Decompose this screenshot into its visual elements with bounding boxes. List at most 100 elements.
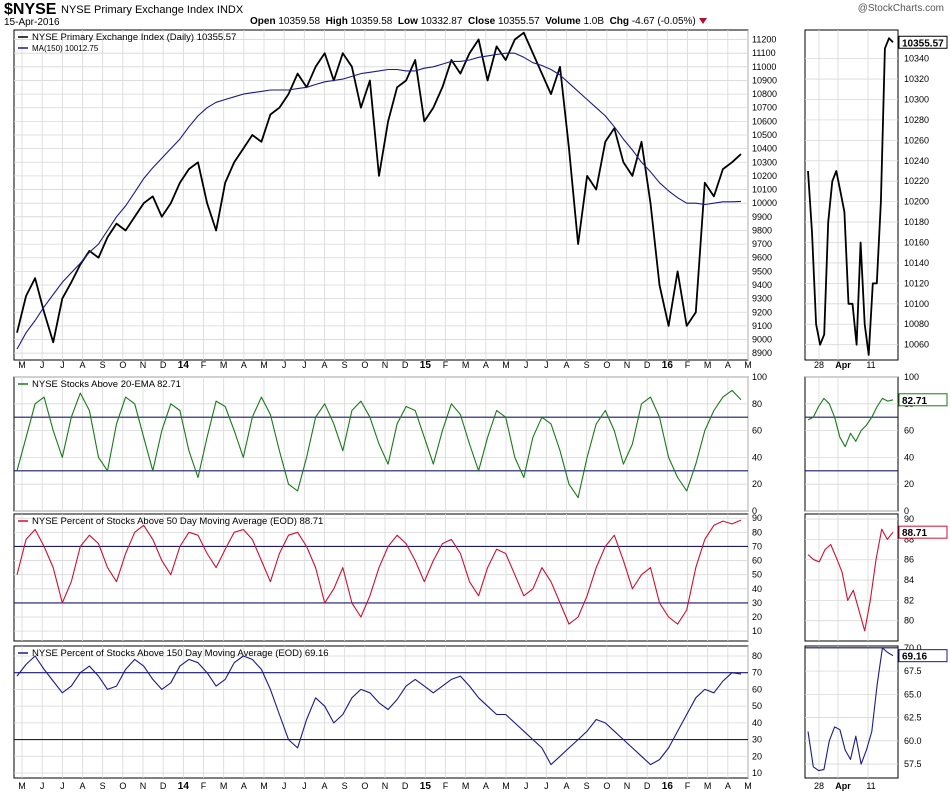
x-month-label: J [282,781,287,791]
x-month-label: M [462,781,470,791]
y-tick-label: 80 [752,527,762,537]
last-value-badge [898,35,948,49]
y-tick-label: 11000 [752,62,776,72]
x-month-label: M [18,360,26,370]
zoom-frame [804,513,899,642]
y-tick-label: 10100 [752,185,777,195]
x-month-label: N [140,781,147,791]
series-line-price-panel [16,31,742,344]
y-tick-label: 10500 [752,130,777,140]
zoom-y-tick-label: 10120 [904,278,929,288]
x-year-label: 15 [420,360,432,371]
x-month-label: D [160,781,167,791]
last-value-badge [898,525,948,539]
x-month-label: F [443,781,449,791]
y-tick-label: 80 [752,399,762,409]
x-month-label: A [241,360,247,370]
y-tick-label: 10400 [752,144,777,154]
x-month-label: M [744,360,752,370]
zoom-y-tick-label: 82 [904,595,914,605]
x-month-label: S [342,781,348,791]
x-month-label: M [744,781,752,791]
legend-entry: NYSE Stocks Above 20-EMA 82.71 [32,379,181,390]
y-tick-label: 9200 [752,307,772,317]
zoom-y-tick-label: 10060 [904,340,929,350]
x-month-label: O [361,781,368,791]
exchange-label: INDX [216,4,244,16]
x-month-label: M [260,360,268,370]
x-month-label: J [40,360,45,370]
y-tick-label: 40 [752,584,762,594]
x-month-label: N [624,360,631,370]
symbol-name: NYSE Primary Exchange Index INDX [61,4,244,16]
zoom-frame [804,29,899,361]
volume-value: 1.0B [583,16,605,27]
y-tick-label: 30 [752,598,762,608]
y-tick-label: 20 [752,751,762,761]
zoom-y-tick-label: 100 [904,372,919,382]
x-month-label: J [524,781,529,791]
x-month-label: A [563,781,569,791]
legend-entry: MA(150) 10012.75 [32,44,99,53]
x-month-label: D [402,360,409,370]
zoom-frame [804,645,899,779]
y-tick-label: 10300 [752,157,777,167]
panel-frame [13,376,749,512]
x-month-label: J [524,360,529,370]
x-month-label: F [443,360,449,370]
x-month-label: A [483,360,489,370]
zoom-series-line [807,528,894,632]
x-month-label: A [483,781,489,791]
low-value: 10332.87 [420,16,463,27]
x-month-label: A [321,781,327,791]
zoom-y-tick-label: 86 [904,555,914,565]
zoom-series-line [807,397,894,448]
quote-line: Open 10359.58 High 10359.58 Low 10332.87… [250,16,707,27]
y-tick-label: 9800 [752,225,772,235]
x-month-label: N [140,360,147,370]
zoom-series-line [807,647,894,772]
x-month-label: S [342,360,348,370]
y-tick-label: 50 [752,570,762,580]
zoom-y-tick-label: 67.5 [904,666,922,676]
x-month-label: M [704,781,712,791]
zoom-x-label: 11 [866,781,875,791]
zoom-y-tick-label: 10200 [904,197,929,207]
legend-entry: NYSE Percent of Stocks Above 50 Day Movi… [32,516,323,527]
open-value: 10359.58 [278,16,321,27]
series-line-pct50-panel [16,519,742,625]
y-tick-label: 9400 [752,280,772,290]
zoom-y-tick-label: 10140 [904,258,929,268]
zoom-y-tick-label: 65.0 [904,689,922,699]
legend-entry: NYSE Percent of Stocks Above 150 Day Mov… [32,648,329,659]
zoom-series-line [807,37,894,356]
x-month-label: M [220,360,228,370]
y-tick-label: 0 [752,506,757,516]
x-month-label: J [40,781,45,791]
y-tick-label: 60 [752,426,762,436]
y-tick-label: 90 [752,513,762,523]
series-line-ema20-panel [16,389,742,499]
zoom-y-tick-label: 10100 [904,299,929,309]
zoom-y-tick-label: 84 [904,575,914,585]
last-value-label: 88.71 [902,528,927,539]
x-month-label: D [160,360,167,370]
zoom-y-tick-label: 10340 [904,54,929,64]
y-tick-label: 10700 [752,103,777,113]
x-month-label: S [584,781,590,791]
zoom-y-tick-label: 10160 [904,238,929,248]
y-tick-label: 9600 [752,253,772,263]
zoom-y-tick-label: 10300 [904,94,929,104]
x-month-label: M [502,360,510,370]
zoom-y-tick-label: 10240 [904,156,929,166]
last-value-label: 82.71 [902,396,927,407]
zoom-y-tick-label: 57.5 [904,759,922,769]
x-month-label: N [382,360,389,370]
x-month-label: F [201,360,207,370]
zoom-x-label: Apr [835,360,851,370]
zoom-y-tick-label: 10320 [904,74,929,84]
x-month-label: A [725,781,731,791]
x-month-label: M [704,360,712,370]
x-month-label: O [119,781,126,791]
